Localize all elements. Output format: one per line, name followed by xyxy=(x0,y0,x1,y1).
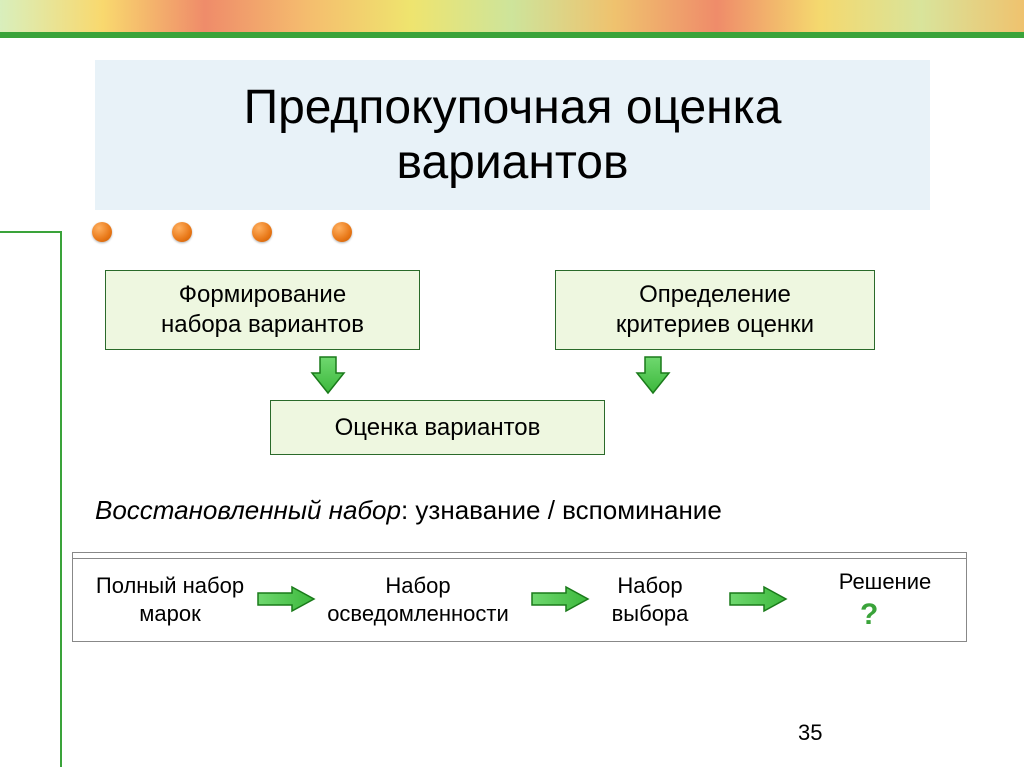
subtitle-text: Восстановленный набор: узнавание / вспом… xyxy=(95,495,722,526)
arrow-right-1 xyxy=(530,585,590,618)
slide-title-box: Предпокупочная оценка вариантов xyxy=(95,60,930,210)
flow-label-2-line-0: Набор xyxy=(590,572,710,600)
node-a-line1: Формирование xyxy=(179,280,346,310)
flow-label-3: Решение xyxy=(820,568,950,596)
node-a-line2: набора вариантов xyxy=(161,310,364,340)
flow-label-3-line-0: Решение xyxy=(820,568,950,596)
flow-label-0-line-0: Полный набор xyxy=(80,572,260,600)
question-mark: ? xyxy=(860,598,878,632)
decor-bead-2 xyxy=(252,222,272,242)
arrow-right-0 xyxy=(256,585,316,618)
node-c-line1: Оценка вариантов xyxy=(335,413,541,443)
flow-label-1-line-0: Набор xyxy=(308,572,528,600)
page-number: 35 xyxy=(798,720,822,746)
decor-horizontal-line xyxy=(0,231,60,233)
flow-label-1: Наборосведомленности xyxy=(308,572,528,627)
subtitle-italic: Восстановленный набор xyxy=(95,495,401,525)
decor-vertical-line xyxy=(60,231,62,767)
title-line-2: вариантов xyxy=(396,136,628,189)
node-evaluation: Оценка вариантов xyxy=(270,400,605,455)
flow-label-1-line-1: осведомленности xyxy=(308,600,528,628)
node-criteria: Определение критериев оценки xyxy=(555,270,875,350)
title-line-1: Предпокупочная оценка xyxy=(244,81,782,134)
flow-label-2-line-1: выбора xyxy=(590,600,710,628)
arrow-down-0 xyxy=(310,355,346,400)
flow-label-0-line-1: марок xyxy=(80,600,260,628)
node-b-line1: Определение xyxy=(639,280,791,310)
decor-bead-0 xyxy=(92,222,112,242)
arrow-down-1 xyxy=(635,355,671,400)
decor-top-bar xyxy=(0,0,1024,32)
flow-top-divider xyxy=(72,558,967,559)
decor-bead-1 xyxy=(172,222,192,242)
subtitle-rest: : узнавание / вспоминание xyxy=(401,495,722,525)
decor-green-line xyxy=(0,32,1024,38)
flow-label-2: Наборвыбора xyxy=(590,572,710,627)
arrow-right-2 xyxy=(728,585,788,618)
flow-label-0: Полный набормарок xyxy=(80,572,260,627)
decor-bead-3 xyxy=(332,222,352,242)
slide-title: Предпокупочная оценка вариантов xyxy=(244,80,782,190)
node-formation: Формирование набора вариантов xyxy=(105,270,420,350)
node-b-line2: критериев оценки xyxy=(616,310,814,340)
